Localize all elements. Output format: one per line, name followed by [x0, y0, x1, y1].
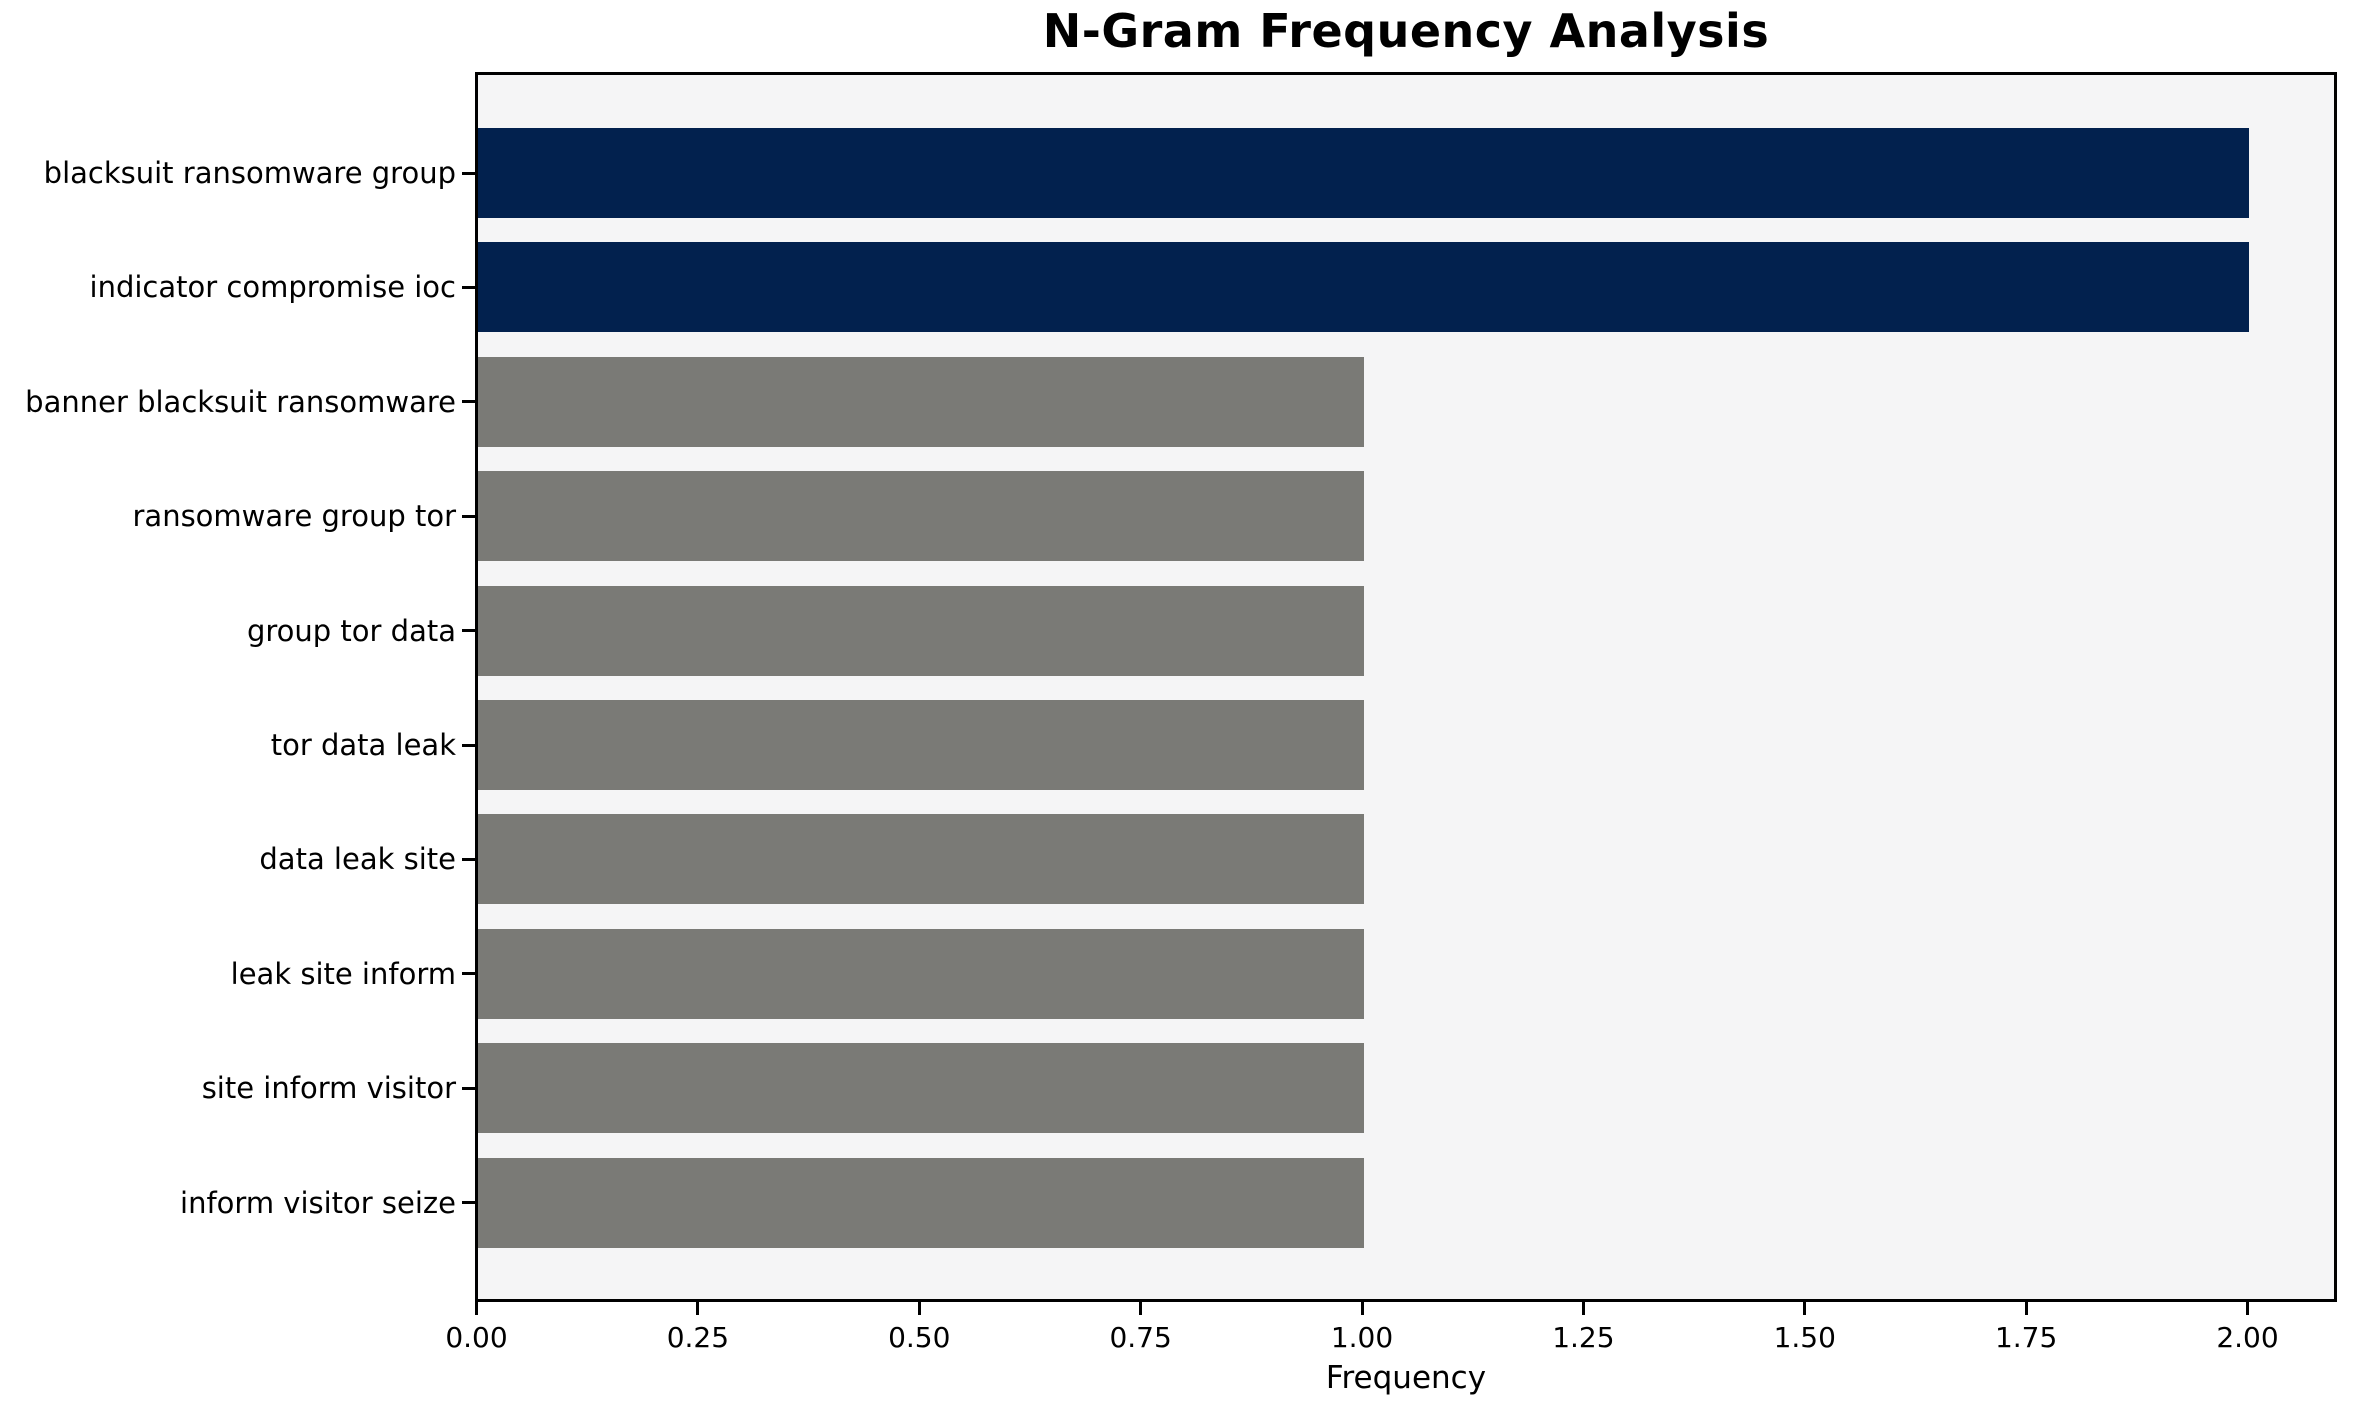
x-tick-mark: [696, 1302, 700, 1315]
y-tick-label: ransomware group tor: [132, 499, 457, 534]
bar-ransomware-group-tor: [478, 471, 1364, 562]
y-tick-label: inform visitor seize: [180, 1185, 456, 1220]
bar-blacksuit-ransomware-group: [478, 128, 2249, 218]
y-tick-mark: [462, 400, 475, 404]
y-tick-mark: [462, 285, 475, 289]
y-tick-mark: [462, 1201, 475, 1205]
y-tick-label: banner blacksuit ransomware: [25, 384, 456, 419]
y-tick-mark: [462, 743, 475, 747]
bar-data-leak-site: [478, 814, 1364, 905]
y-tick-mark: [462, 972, 475, 976]
x-tick-label: 0.25: [666, 1321, 730, 1354]
y-tick-label: blacksuit ransomware group: [43, 156, 456, 190]
x-tick-mark: [917, 1302, 921, 1315]
bar-leak-site-inform: [478, 928, 1364, 1019]
y-tick-label: site inform visitor: [201, 1071, 456, 1106]
x-tick-label: 1.25: [1552, 1321, 1615, 1354]
y-tick-label: group tor data: [246, 613, 456, 648]
y-tick-label: tor data leak: [270, 728, 456, 762]
x-tick-label: 1.50: [1773, 1321, 1836, 1354]
x-tick-label: 0.75: [1109, 1321, 1172, 1354]
bar-site-inform-visitor: [478, 1043, 1364, 1134]
x-tick-mark: [475, 1302, 478, 1315]
x-tick-mark: [1803, 1302, 1807, 1315]
y-tick-mark: [462, 514, 475, 518]
bar-tor-data-leak: [478, 700, 1364, 790]
x-tick-label: 1.00: [1330, 1321, 1394, 1354]
bar-banner-blacksuit-ransomware: [478, 356, 1364, 447]
x-tick-mark: [2024, 1302, 2028, 1315]
x-tick-mark: [1360, 1302, 1364, 1315]
x-tick-mark: [1581, 1302, 1585, 1315]
y-tick-mark: [462, 171, 475, 175]
y-tick-mark: [462, 857, 475, 861]
y-tick-mark: [462, 1086, 475, 1090]
bar-inform-visitor-seize: [478, 1157, 1364, 1248]
x-tick-mark: [1139, 1302, 1143, 1315]
bar-indicator-compromise-ioc: [478, 242, 2249, 333]
x-tick-mark: [2246, 1302, 2249, 1315]
bar-group-tor-data: [478, 585, 1364, 676]
y-tick-label: leak site inform: [230, 956, 456, 991]
x-tick-label: 0.50: [888, 1321, 951, 1354]
x-axis-label: Frequency: [1325, 1360, 1487, 1396]
plot-area: [475, 72, 2337, 1302]
y-tick-label: data leak site: [259, 842, 456, 877]
y-tick-mark: [462, 629, 475, 633]
y-tick-label: indicator compromise ioc: [89, 270, 456, 305]
x-tick-label: 2.00: [2216, 1321, 2279, 1354]
chart-title: N-Gram Frequency Analysis: [1042, 4, 1770, 58]
x-tick-label: 1.75: [1994, 1321, 2058, 1354]
x-tick-label: 0.00: [445, 1321, 508, 1354]
